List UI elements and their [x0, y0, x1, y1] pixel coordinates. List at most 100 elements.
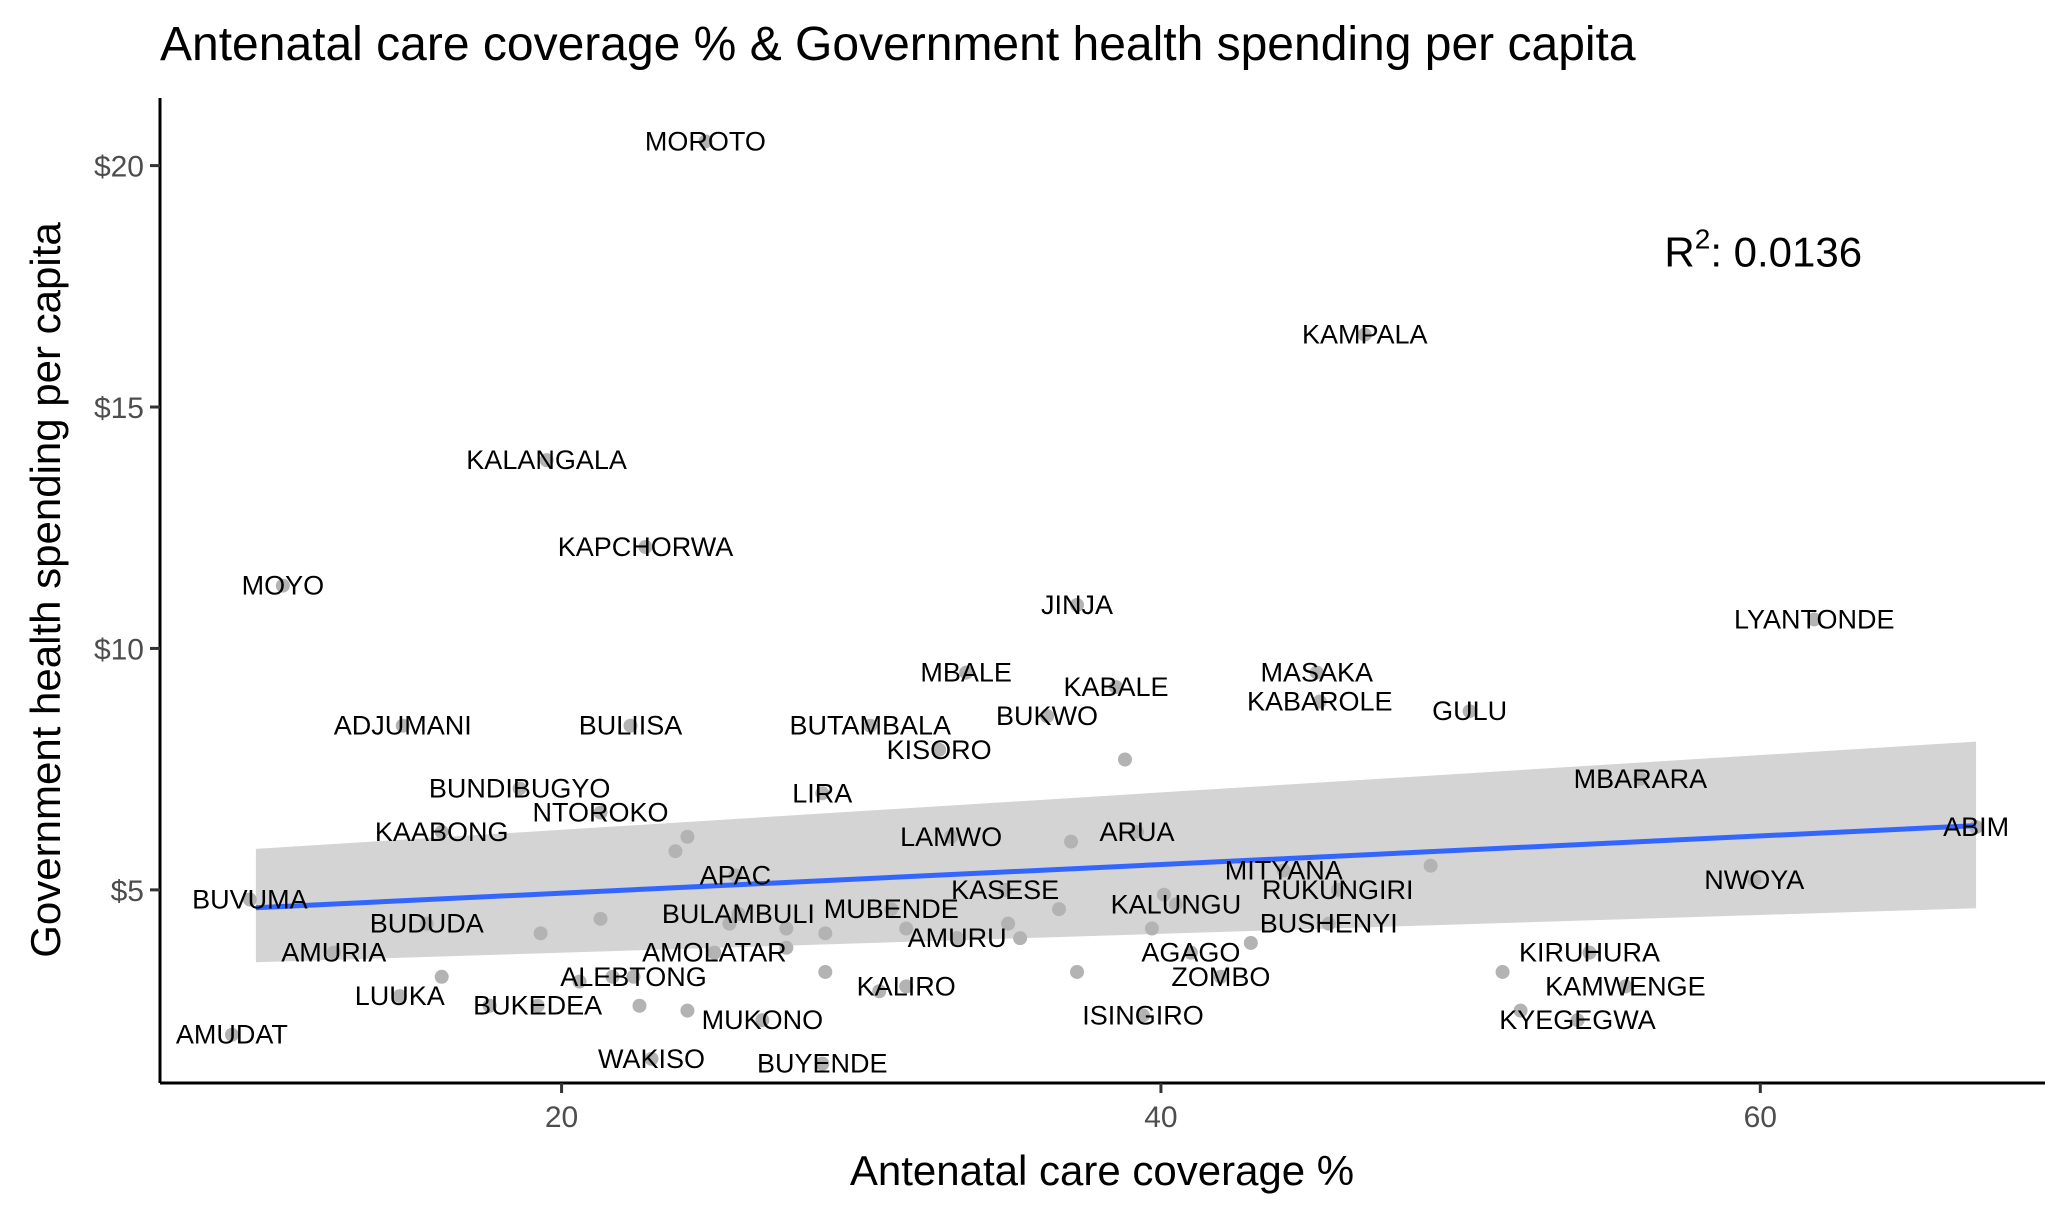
point-label: ALEBTONG [560, 962, 707, 992]
data-point [530, 998, 545, 1013]
data-point [731, 907, 746, 922]
point-label: LYANTONDE [1734, 604, 1895, 634]
data-point [512, 781, 527, 796]
confidence-band [255, 741, 1977, 963]
point-label: GULU [1432, 696, 1507, 726]
point-label: BUVUMA [192, 885, 308, 915]
point-label: LIRA [792, 778, 852, 808]
x-axis-ticks: 20 40 60 [545, 1083, 1777, 1134]
y-tick-label: $15 [94, 392, 144, 425]
data-point [680, 829, 695, 844]
data-point [1144, 921, 1159, 936]
point-label: BUKEDEA [473, 991, 602, 1021]
data-point [1129, 824, 1144, 839]
data-point [728, 868, 743, 883]
point-label: BUNDIBUGYO [429, 773, 611, 803]
data-point [1243, 935, 1258, 950]
y-axis-title: Government health spending per capita [22, 222, 69, 958]
point-label: KABAROLE [1247, 687, 1393, 717]
data-point [884, 902, 899, 917]
data-point [779, 940, 794, 955]
point-label: KASESE [951, 875, 1059, 905]
point-label: BUYENDE [757, 1049, 888, 1079]
data-point [680, 1003, 695, 1018]
point-label: MBALE [920, 658, 1012, 688]
data-point [932, 742, 947, 757]
data-point [605, 969, 620, 984]
data-point [224, 1027, 239, 1042]
point-label: ADJUMANI [334, 711, 472, 741]
data-point [668, 844, 683, 859]
point-label: WAKISO [598, 1044, 705, 1074]
point-label: KAPCHORWA [558, 532, 734, 562]
point-label: BUDUDA [370, 909, 484, 939]
r-squared-value: : 0.0136 [1710, 229, 1862, 276]
data-point [626, 969, 641, 984]
point-label: KABALE [1063, 672, 1168, 702]
data-point [818, 926, 833, 941]
point-label: MBARARA [1574, 764, 1708, 794]
data-point [1135, 1008, 1150, 1023]
data-point [755, 1013, 770, 1028]
data-point [1570, 1013, 1585, 1028]
data-point [1070, 597, 1085, 612]
data-point [1747, 873, 1762, 888]
data-point [722, 916, 737, 931]
data-point [593, 805, 608, 820]
y-tick-label: $20 [94, 151, 144, 184]
data-point [1618, 979, 1633, 994]
regression-line [255, 823, 1977, 911]
data-point [707, 945, 722, 960]
point-label: BULAMBULI [662, 899, 815, 929]
point-label: AMURU [908, 923, 1007, 953]
point-label: ABIM [1943, 812, 2009, 842]
point-label: KAMPALA [1302, 320, 1428, 350]
y-tick-label: $10 [94, 633, 144, 666]
data-point [1357, 327, 1372, 342]
point-label: KIRUHURA [1519, 938, 1660, 968]
point-label: KALUNGU [1111, 889, 1242, 919]
point-label: ZOMBO [1171, 962, 1270, 992]
data-point [1156, 887, 1171, 902]
data-point [242, 892, 257, 907]
data-point [1013, 931, 1028, 946]
data-point [1070, 964, 1085, 979]
data-point [1117, 752, 1132, 767]
point-label: MUKONO [702, 1005, 824, 1035]
data-point [998, 882, 1013, 897]
data-point [779, 921, 794, 936]
point-label: KISORO [887, 735, 992, 765]
data-point [326, 945, 341, 960]
data-point [623, 718, 638, 733]
data-point [1330, 882, 1345, 897]
data-point [638, 540, 653, 555]
r-squared-symbol: R [1664, 229, 1694, 276]
data-point [959, 665, 974, 680]
y-tick-label: $5 [111, 875, 144, 908]
point-label: AGAGO [1141, 938, 1240, 968]
point-label: BUTAMBALA [789, 711, 951, 741]
data-point [1040, 709, 1055, 724]
point-label: KAMWENGE [1545, 971, 1706, 1001]
point-label: KALANGALA [466, 445, 627, 475]
point-label: BULIISA [579, 711, 683, 741]
data-point [1183, 945, 1198, 960]
point-label: JINJA [1041, 590, 1113, 620]
data-point [944, 829, 959, 844]
point-label: MOROTO [645, 126, 766, 156]
r-squared-annotation: R2: 0.0136 [1664, 224, 1862, 276]
chart-title: Antenatal care coverage % & Government h… [160, 18, 1636, 71]
r-squared-superscript: 2 [1695, 224, 1711, 255]
x-tick-label: 40 [1144, 1101, 1177, 1134]
data-point [392, 989, 407, 1004]
data-point [1052, 902, 1067, 917]
data-point [1309, 665, 1324, 680]
data-point [1276, 863, 1291, 878]
point-label: AMURIA [281, 938, 386, 968]
x-tick-label: 20 [545, 1101, 578, 1134]
data-point [698, 134, 713, 149]
point-label: MASAKA [1260, 658, 1373, 688]
point-label: NWOYA [1704, 865, 1804, 895]
point-label: KALIRO [857, 971, 956, 1001]
